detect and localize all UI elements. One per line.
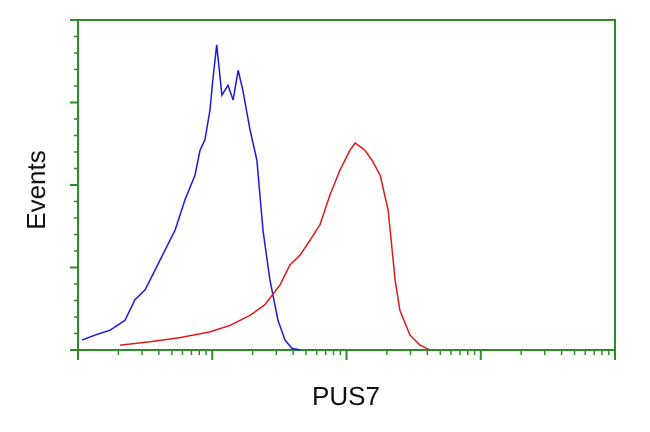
histogram-line [81,44,301,351]
plot-frame [77,19,616,351]
x-axis-label: PUS7 [312,381,380,411]
y-axis-label: Events [21,150,51,230]
histogram-line [120,141,431,351]
